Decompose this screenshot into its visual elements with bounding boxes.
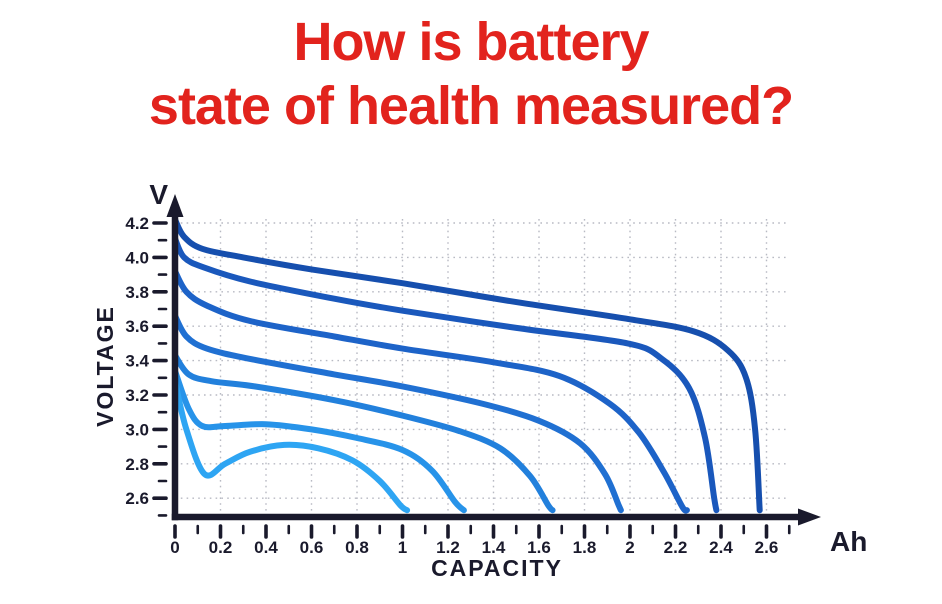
title-line-2: state of health measured? — [148, 76, 794, 136]
x-tick-label: 1.6 — [527, 538, 551, 557]
y-tick-label: 3.8 — [125, 283, 149, 302]
x-tick-label: 1.2 — [436, 538, 460, 557]
y-tick-label: 3.2 — [125, 386, 149, 405]
y-tick-label: 2.6 — [125, 489, 149, 508]
x-tick-label: 1 — [398, 538, 407, 557]
discharge-curve-5 — [172, 352, 556, 514]
y-tick-label: 4.0 — [125, 248, 149, 267]
y-axis-arrowhead — [166, 194, 184, 217]
y-tick-label: 3.4 — [125, 352, 149, 371]
x-tick-label: 2.6 — [755, 538, 779, 557]
discharge-curve-1 — [172, 216, 763, 514]
x-tick-label: 1.4 — [482, 538, 506, 557]
discharge-curve-7 — [172, 378, 411, 514]
x-tick-label: 2.4 — [709, 538, 733, 557]
x-tick-label: 1.8 — [573, 538, 597, 557]
x-tick-label: 2.2 — [664, 538, 688, 557]
x-tick-label: 0 — [170, 538, 179, 557]
x-axis-arrowhead — [798, 508, 821, 526]
x-tick-label: 0.4 — [254, 538, 278, 557]
page-title: How is battery state of health measured? — [0, 10, 942, 138]
y-axis-title: VOLTAGE — [92, 305, 118, 427]
x-tick-label: 0.8 — [345, 538, 369, 557]
x-axis-unit-label: Ah — [830, 526, 867, 557]
x-axis-title: CAPACITY — [431, 555, 563, 581]
y-tick-label: 3.0 — [125, 420, 149, 439]
x-tick-label: 0.2 — [209, 538, 233, 557]
y-tick-label: 2.8 — [125, 455, 149, 474]
x-tick-label: 0.6 — [300, 538, 324, 557]
y-tick-label: 4.2 — [125, 214, 149, 233]
discharge-curve-3 — [172, 268, 690, 514]
y-tick-label: 3.6 — [125, 317, 149, 336]
discharge-curve-2 — [172, 235, 720, 514]
x-tick-label: 2 — [625, 538, 634, 557]
title-line-1: How is battery — [293, 12, 649, 72]
y-axis-unit-label: V — [149, 179, 168, 210]
discharge-curve-6 — [172, 367, 467, 514]
discharge-curve-4 — [172, 312, 624, 514]
